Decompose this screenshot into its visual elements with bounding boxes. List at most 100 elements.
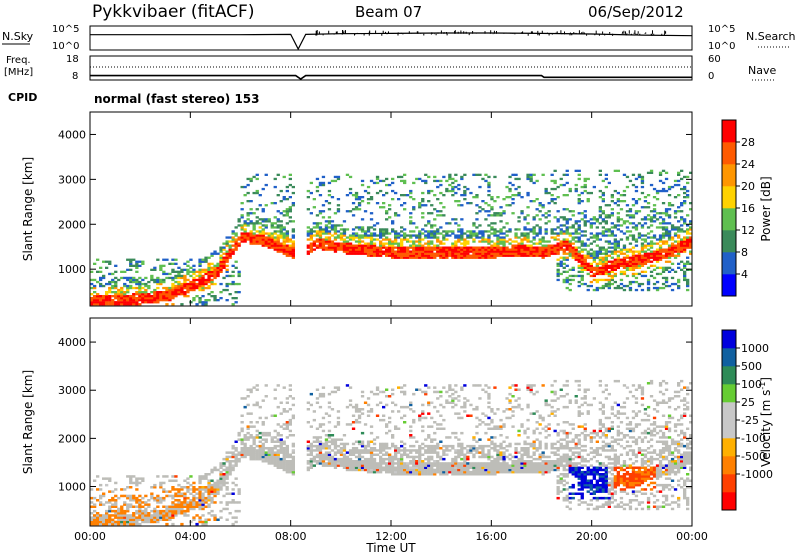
velocity-cell	[451, 460, 455, 463]
velocity-cell	[478, 473, 482, 476]
velocity-cell	[403, 421, 407, 424]
power-cell	[505, 204, 509, 207]
power-cell	[315, 185, 320, 189]
power-cell	[577, 236, 581, 239]
velocity-cell	[475, 468, 479, 472]
power-cell	[683, 276, 687, 280]
velocity-cell	[375, 414, 380, 417]
power-cell	[108, 299, 112, 302]
power-cell	[565, 169, 569, 172]
velocity-cell	[463, 464, 467, 467]
power-cell	[225, 250, 229, 253]
power-cell	[144, 295, 148, 298]
power-cell	[589, 248, 593, 251]
velocity-cell	[372, 462, 377, 465]
power-cell	[406, 240, 410, 243]
velocity-cell	[466, 444, 470, 448]
power-cell	[631, 238, 636, 241]
power-cell	[433, 175, 437, 179]
velocity-cell	[162, 496, 166, 500]
power-cell	[354, 226, 359, 229]
velocity-cell	[168, 505, 172, 508]
power-cell	[487, 194, 491, 197]
power-cell	[213, 274, 217, 278]
power-cell	[604, 270, 608, 273]
velocity-cell	[117, 514, 121, 517]
velocity-cell	[216, 490, 220, 493]
power-cell	[457, 246, 461, 249]
velocity-cell	[360, 460, 365, 463]
power-cell	[664, 230, 669, 233]
power-cell	[505, 185, 509, 189]
power-cell	[153, 266, 157, 269]
velocity-cell	[123, 501, 127, 504]
power-cell	[409, 212, 413, 215]
velocity-cell	[306, 466, 310, 469]
power-cell	[330, 196, 335, 199]
velocity-cell	[225, 455, 229, 459]
power-cell	[673, 234, 678, 237]
power-cell	[430, 240, 434, 243]
power-cell	[255, 242, 259, 245]
power-cell	[327, 248, 332, 251]
velocity-cell	[382, 460, 386, 463]
power-cell	[360, 196, 365, 199]
velocity-cell	[249, 425, 253, 428]
velocity-cell	[342, 464, 347, 467]
power-cell	[613, 226, 617, 229]
power-cell	[646, 206, 651, 209]
power-cell	[580, 242, 584, 245]
power-cell	[318, 210, 323, 213]
power-cell	[628, 250, 633, 253]
power-cell	[673, 196, 678, 199]
power-cell	[472, 238, 476, 241]
power-cell	[147, 280, 151, 284]
cpid-label: CPID	[8, 91, 37, 104]
power-cell	[309, 236, 313, 239]
power-cell	[382, 242, 386, 245]
power-cell	[231, 280, 235, 284]
velocity-cell	[291, 416, 295, 420]
power-cell	[330, 242, 335, 245]
power-cell	[400, 175, 404, 179]
power-cell	[291, 191, 295, 195]
date-title: 06/Sep/2012	[588, 3, 684, 21]
power-cell	[279, 212, 283, 215]
power-cell	[574, 252, 578, 255]
power-cell	[625, 284, 630, 288]
power-cell	[382, 202, 386, 205]
power-cell	[180, 291, 184, 294]
colorbar-tick-label: 4	[741, 268, 748, 281]
power-cell	[526, 244, 530, 247]
velocity-cell	[255, 403, 259, 407]
power-cell	[646, 258, 651, 261]
power-cell	[282, 210, 286, 213]
velocity-cell	[126, 505, 130, 508]
power-cell	[640, 179, 645, 183]
power-cell	[598, 248, 602, 251]
power-cell	[577, 284, 581, 288]
power-cell	[643, 260, 648, 263]
power-cell	[493, 242, 497, 245]
velocity-cell	[460, 442, 464, 446]
velocity-cell	[261, 447, 265, 450]
power-cell	[505, 222, 509, 225]
power-cell	[454, 250, 458, 253]
power-cell	[156, 293, 160, 296]
velocity-cell	[469, 464, 473, 467]
velocity-cell	[339, 447, 344, 450]
velocity-cell	[409, 434, 413, 437]
power-cell	[559, 262, 563, 265]
velocity-cell	[309, 442, 313, 446]
power-cell	[177, 284, 181, 288]
power-cell	[646, 252, 651, 255]
power-cell	[661, 228, 666, 231]
power-cell	[580, 260, 584, 263]
velocity-cell	[475, 431, 479, 435]
power-cell	[237, 272, 241, 276]
power-cell	[442, 214, 446, 217]
power-cell	[634, 226, 639, 229]
power-cell	[667, 208, 672, 211]
power-cell	[526, 214, 530, 217]
velocity-cell	[385, 447, 389, 450]
